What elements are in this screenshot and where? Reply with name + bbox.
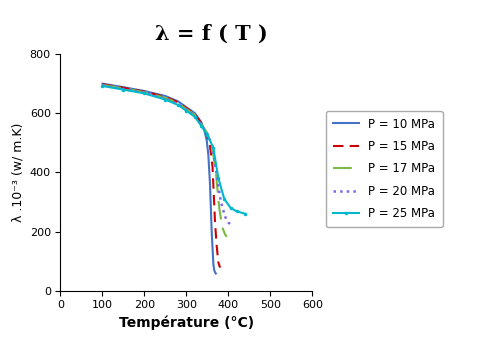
P = 17 MPa — [204, 130, 210, 135]
P = 17 MPa — [209, 142, 215, 146]
P = 25 MPa — [198, 124, 204, 128]
P = 15 MPa — [175, 100, 181, 104]
P = 20 MPa — [210, 144, 216, 148]
P = 25 MPa — [221, 197, 227, 201]
P = 20 MPa — [99, 83, 105, 88]
Legend: P = 10 MPa, P = 15 MPa, P = 17 MPa, P = 20 MPa, P = 25 MPa: P = 10 MPa, P = 15 MPa, P = 17 MPa, P = … — [326, 111, 443, 227]
P = 10 MPa — [192, 111, 198, 115]
P = 17 MPa — [198, 122, 204, 126]
P = 10 MPa — [213, 271, 219, 275]
P = 10 MPa — [201, 127, 207, 131]
P = 25 MPa — [183, 109, 190, 113]
P = 17 MPa — [183, 107, 190, 111]
P = 20 MPa — [229, 224, 235, 228]
P = 20 MPa — [162, 97, 168, 101]
Line: P = 17 MPa: P = 17 MPa — [102, 85, 227, 237]
P = 25 MPa — [142, 91, 148, 95]
P = 15 MPa — [183, 106, 190, 110]
P = 10 MPa — [120, 85, 127, 89]
P = 15 MPa — [198, 121, 204, 125]
P = 20 MPa — [222, 215, 228, 219]
P = 25 MPa — [205, 133, 211, 137]
P = 25 MPa — [192, 115, 198, 119]
P = 17 MPa — [192, 113, 198, 117]
P = 17 MPa — [120, 87, 127, 91]
P = 10 MPa — [162, 94, 168, 98]
P = 15 MPa — [214, 244, 220, 248]
X-axis label: Température (°C): Température (°C) — [119, 316, 254, 331]
P = 17 MPa — [224, 235, 230, 239]
P = 17 MPa — [142, 90, 148, 94]
P = 25 MPa — [120, 88, 127, 92]
P = 15 MPa — [215, 261, 221, 265]
P = 25 MPa — [215, 176, 221, 180]
P = 10 MPa — [99, 81, 105, 86]
P = 10 MPa — [142, 89, 148, 93]
P = 15 MPa — [210, 164, 216, 168]
Y-axis label: λ .10⁻³ (w/ m.K): λ .10⁻³ (w/ m.K) — [11, 123, 24, 222]
P = 10 MPa — [204, 138, 210, 142]
P = 20 MPa — [183, 108, 190, 112]
P = 20 MPa — [205, 132, 211, 136]
P = 17 MPa — [219, 225, 225, 229]
P = 17 MPa — [216, 206, 222, 210]
P = 25 MPa — [242, 212, 248, 216]
P = 10 MPa — [211, 268, 217, 272]
P = 15 MPa — [142, 90, 148, 94]
P = 17 MPa — [162, 96, 168, 100]
P = 17 MPa — [222, 233, 228, 237]
P = 10 MPa — [175, 99, 181, 103]
Line: P = 15 MPa: P = 15 MPa — [102, 84, 220, 268]
P = 20 MPa — [120, 87, 127, 91]
P = 10 MPa — [210, 262, 216, 266]
P = 20 MPa — [225, 221, 231, 225]
P = 15 MPa — [203, 129, 209, 133]
P = 17 MPa — [175, 101, 181, 105]
Text: λ = f ( T ): λ = f ( T ) — [155, 24, 268, 44]
P = 25 MPa — [162, 98, 168, 102]
P = 20 MPa — [218, 200, 224, 204]
P = 25 MPa — [210, 146, 216, 150]
Line: P = 20 MPa: P = 20 MPa — [102, 86, 232, 226]
P = 20 MPa — [175, 102, 181, 106]
P = 10 MPa — [207, 182, 213, 186]
P = 17 MPa — [213, 170, 219, 174]
P = 15 MPa — [162, 95, 168, 99]
Line: P = 10 MPa: P = 10 MPa — [102, 83, 216, 273]
P = 17 MPa — [99, 83, 105, 87]
P = 15 MPa — [120, 86, 127, 90]
P = 15 MPa — [207, 141, 213, 145]
P = 10 MPa — [183, 105, 190, 110]
P = 25 MPa — [99, 84, 105, 88]
P = 10 MPa — [205, 153, 211, 157]
P = 20 MPa — [214, 173, 220, 177]
P = 10 MPa — [212, 270, 218, 274]
P = 20 MPa — [198, 123, 204, 127]
P = 15 MPa — [192, 112, 198, 116]
P = 15 MPa — [99, 82, 105, 86]
P = 25 MPa — [234, 209, 240, 214]
P = 20 MPa — [192, 114, 198, 118]
P = 20 MPa — [142, 91, 148, 95]
P = 15 MPa — [212, 221, 218, 225]
P = 10 MPa — [198, 120, 204, 124]
P = 15 MPa — [217, 266, 223, 270]
P = 25 MPa — [228, 206, 234, 210]
Line: P = 25 MPa: P = 25 MPa — [100, 84, 247, 216]
P = 10 MPa — [209, 230, 215, 234]
P = 25 MPa — [175, 103, 181, 107]
